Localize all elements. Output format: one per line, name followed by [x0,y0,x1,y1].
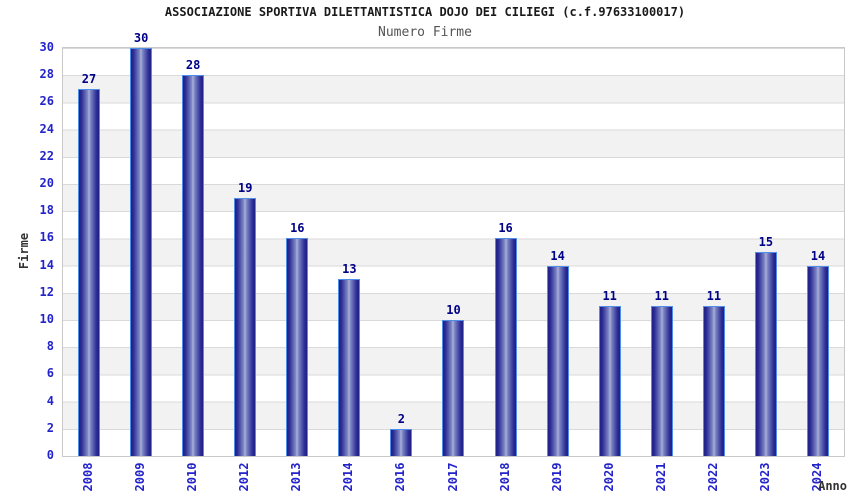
x-tick-label: 2023 [757,462,772,492]
bar-slot: 10 [427,48,479,456]
y-tick-label: 22 [39,148,54,163]
bar-value-label: 16 [290,221,305,236]
bar-slot: 19 [219,48,271,456]
x-tick-label: 2012 [237,462,252,492]
bar-value-label: 15 [758,235,774,249]
bar-2016 [390,428,413,456]
bar-slot: 2 [375,48,427,456]
bar-value-label: 14 [810,248,826,263]
y-tick-label: 12 [39,284,54,299]
bar-value-label: 11 [602,289,617,304]
x-tick-label: 2021 [653,462,668,492]
y-tick-label: 10 [39,312,54,326]
bar-value-label: 30 [133,31,149,45]
y-tick-label: 18 [39,203,54,218]
bar-2022 [702,306,725,456]
bar-2010 [182,75,205,456]
y-tick-label: 6 [46,366,54,381]
y-tick-label: 16 [39,230,54,245]
y-tick-label: 0 [46,448,54,462]
bar-value-label: 28 [185,58,201,73]
bar-slot: 13 [323,48,375,456]
y-tick-label: 2 [46,420,54,435]
x-tick-label: 2022 [705,462,720,492]
bar-slot: 11 [688,48,740,456]
bar-value-label: 11 [706,289,722,304]
bar-2014 [338,279,361,456]
bar-slot: 15 [740,48,792,456]
x-tick-label: 2010 [185,462,200,492]
bar-slot: 27 [63,48,115,456]
x-tick-label: 2009 [133,462,148,492]
bar-value-label: 14 [550,248,565,263]
bar-2018 [494,238,517,456]
bar-value-label: 2 [397,411,406,426]
bar-slot: 14 [792,48,844,456]
bar-2024 [806,265,829,456]
bar-2009 [130,48,153,456]
x-tick-label: 2014 [341,462,356,492]
y-tick-label: 20 [39,176,54,190]
y-tick-label: 28 [39,67,54,82]
x-tick-label: 2018 [497,462,512,492]
x-tick-label: 2013 [289,462,304,492]
bar-2020 [598,306,621,456]
bar-value-label: 11 [654,289,669,304]
bar-value-label: 16 [498,221,513,236]
chart-subtitle: Numero Firme [378,25,472,40]
x-tick-label: 2019 [549,462,564,492]
chart-title: ASSOCIAZIONE SPORTIVA DILETTANTISTICA DO… [164,5,686,19]
bar-2012 [234,197,257,456]
bar-slot: 28 [167,48,219,456]
bar-value-label: 13 [342,262,357,277]
bar-value-label: 10 [446,303,461,317]
y-tick-label: 4 [46,393,54,408]
bar-slot: 30 [115,32,167,456]
y-tick-label: 24 [39,121,54,136]
bar-value-label: 27 [81,71,97,86]
x-tick-label: 2017 [445,462,460,492]
y-tick-label: 30 [39,40,54,54]
bar-2008 [78,88,101,456]
bar-2017 [442,320,465,456]
y-tick-label: 26 [39,94,54,109]
x-tick-label: 2016 [393,462,408,492]
x-axis-title: Anno [818,479,847,493]
plot-area: 27 30 28 19 16 13 2 10 16 14 11 11 11 15 14 [62,32,845,457]
bar-value-label: 19 [237,180,253,195]
bar-2019 [546,265,569,456]
bar-2013 [286,238,309,456]
bar-slot: 11 [636,48,688,456]
bar-slot: 11 [584,48,636,456]
y-tick-label: 8 [46,339,54,354]
x-tick-label: 2008 [81,462,96,492]
bar-slot: 16 [480,48,532,456]
bar-2023 [754,252,777,456]
x-tick-label: 2020 [601,462,616,492]
y-tick-label: 14 [39,257,54,272]
bar-slot: 14 [532,48,584,456]
bar-slot: 16 [271,48,323,456]
bar-2021 [650,306,673,456]
